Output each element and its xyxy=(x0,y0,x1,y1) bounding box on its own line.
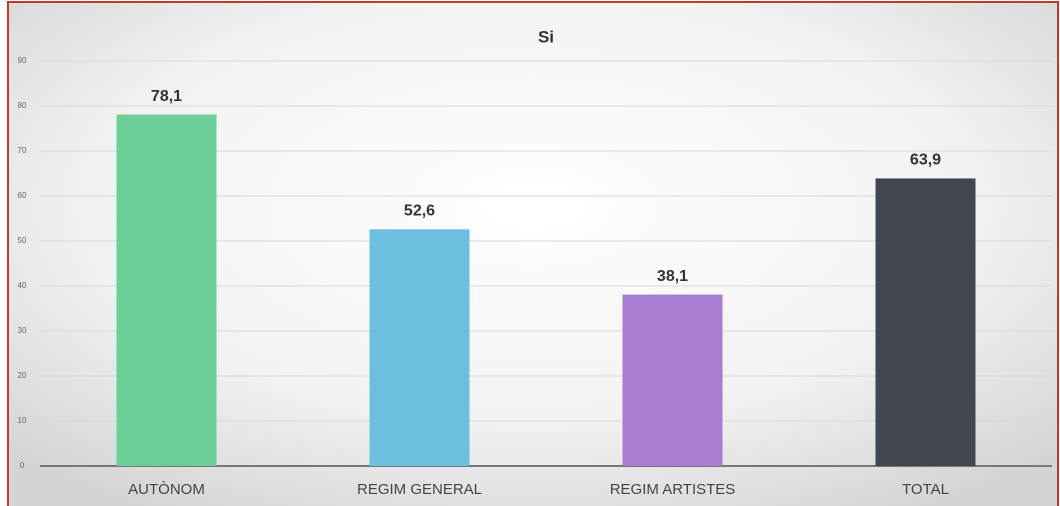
data-label: 78,1 xyxy=(151,88,182,105)
x-tick-label: TOTAL xyxy=(902,481,949,498)
y-tick-label: 20 xyxy=(18,371,27,380)
bar xyxy=(369,229,470,466)
y-tick-label: 50 xyxy=(18,236,27,245)
y-tick-label: 0 xyxy=(20,461,25,470)
y-tick-label: 10 xyxy=(18,416,27,425)
y-tick-label: 60 xyxy=(18,191,27,200)
y-tick-label: 30 xyxy=(18,326,27,335)
y-tick-label: 40 xyxy=(18,281,27,290)
y-tick-label: 80 xyxy=(18,101,27,110)
bar xyxy=(875,178,976,466)
y-tick-label: 90 xyxy=(18,56,27,65)
x-tick-label: REGIM GENERAL xyxy=(357,481,482,498)
chart-title: Si xyxy=(538,27,554,46)
x-tick-label: AUTÒNOM xyxy=(128,481,205,498)
y-tick-label: 70 xyxy=(18,146,27,155)
data-label: 63,9 xyxy=(910,152,941,169)
x-tick-label: REGIM ARTISTES xyxy=(610,481,736,498)
data-label: 52,6 xyxy=(404,203,435,220)
bar xyxy=(116,114,217,467)
data-label: 38,1 xyxy=(657,268,688,285)
bar xyxy=(622,294,723,466)
